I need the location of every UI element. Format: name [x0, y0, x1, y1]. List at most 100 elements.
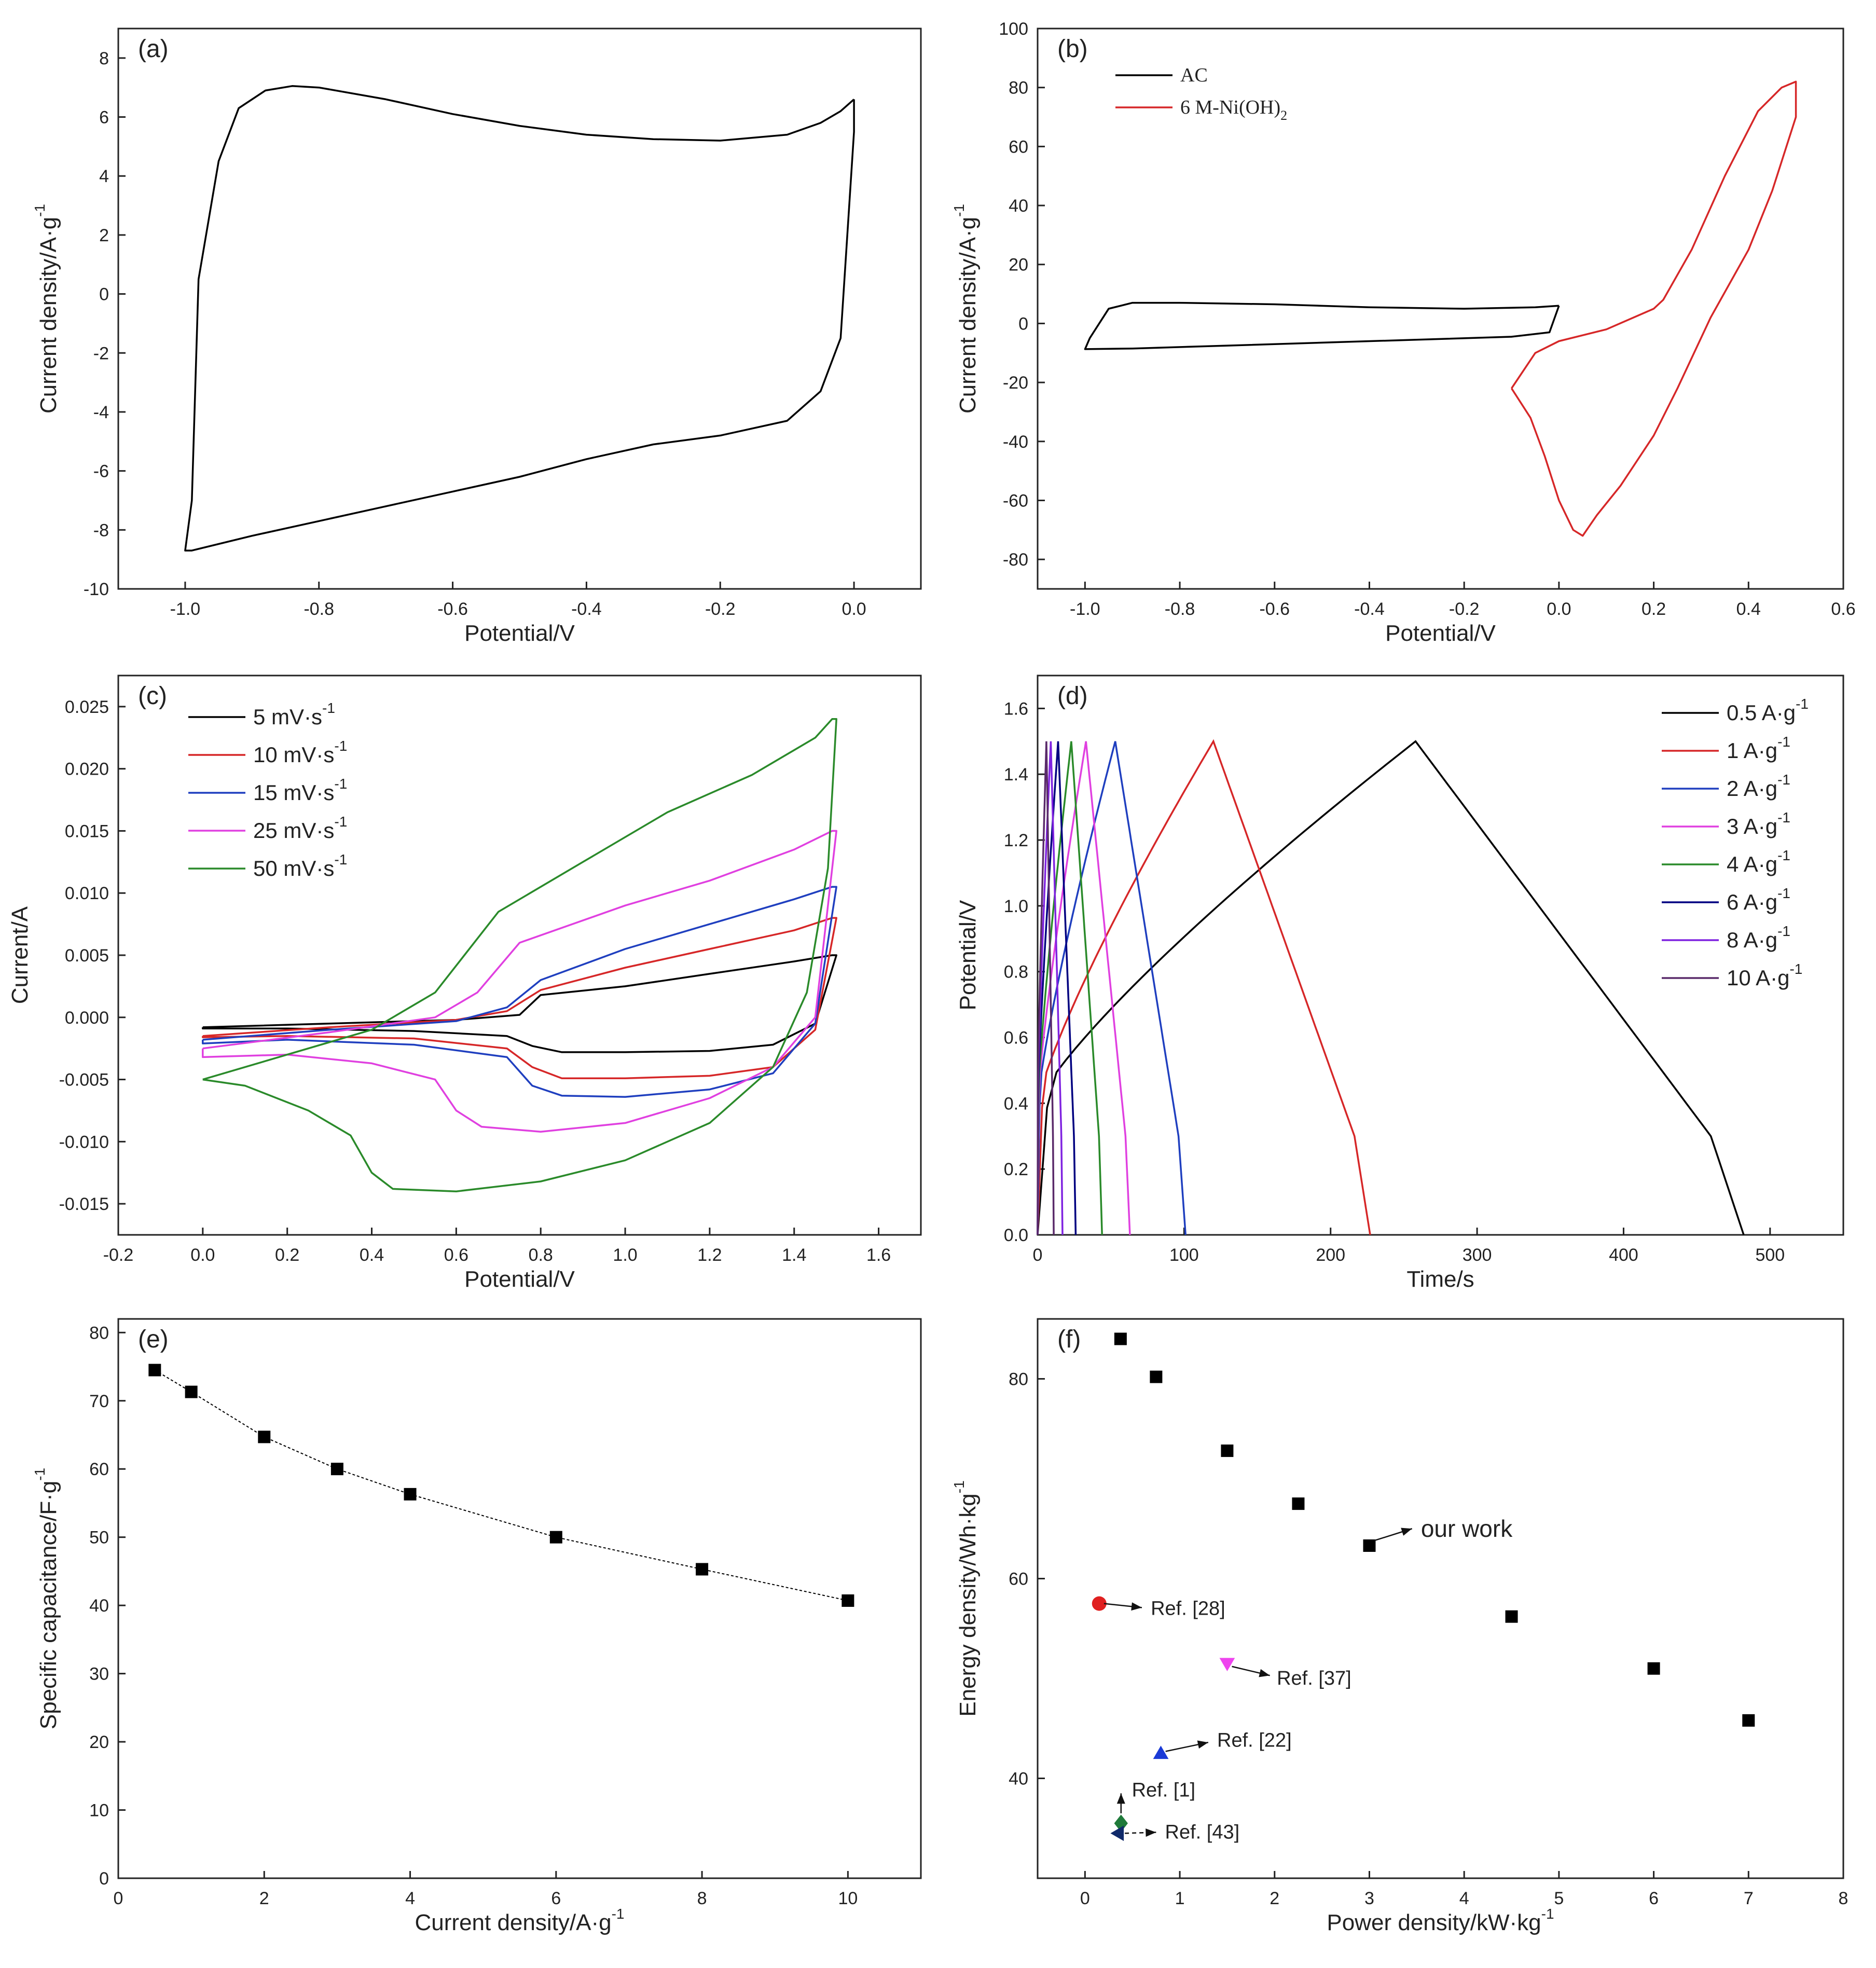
- y-tick-label-d: 0.6: [1004, 1028, 1028, 1048]
- x-tick-label-e: 2: [259, 1889, 269, 1908]
- y-tick-label-c: 0.015: [65, 821, 109, 841]
- plot-frame-e: [117, 1318, 922, 1879]
- y-tick-label-b: -20: [1003, 373, 1028, 393]
- y-tick-label-a: -4: [93, 403, 109, 422]
- y-axis-label-d: Potential/V: [955, 900, 981, 1010]
- y-tick-label-a: -8: [93, 520, 109, 540]
- y-tick-label-d: 1.2: [1004, 831, 1028, 850]
- x-tick-label-a: -0.6: [437, 599, 468, 619]
- panel-a: -1.0 -0.8 -0.6 -0.4 -0.2 0.0 -10 -8 -6 -4 -2 0 2 4 6 8 P…: [32, 27, 922, 646]
- annotation-arrow-f-head: [1146, 1828, 1156, 1837]
- x-tick-label-e: 10: [838, 1889, 858, 1908]
- x-tick-label-b: -0.2: [1449, 599, 1480, 619]
- x-tick-label-a: -1.0: [170, 599, 201, 619]
- panel-label-a: (a): [138, 35, 169, 63]
- y-axis-label-f: Energy density/Wh·kg-1: [951, 1480, 981, 1716]
- annotation-arrow-f-shaft: [1125, 1832, 1156, 1834]
- x-tick-label-b: -0.8: [1165, 599, 1195, 619]
- annotation-arrow-f-head: [1116, 1793, 1125, 1804]
- plot-frame-d: [1037, 675, 1844, 1236]
- y-tick-label-d: 1.6: [1004, 699, 1028, 719]
- data-point-e: [404, 1488, 417, 1501]
- data-point-f: [1150, 1370, 1163, 1383]
- x-tick-label-c: 0.4: [360, 1245, 384, 1265]
- annotation-label-f: Ref. [37]: [1277, 1668, 1351, 1689]
- y-tick-label-e: 20: [89, 1732, 109, 1752]
- x-axis-label-c: Potential/V: [464, 1267, 575, 1292]
- data-point-f: [1292, 1497, 1305, 1510]
- y-tick-label-f: 60: [1009, 1570, 1028, 1589]
- series-line-d: [1037, 741, 1064, 1235]
- y-tick-label-d: 0.2: [1004, 1160, 1028, 1179]
- legend-label-c: 25 mV·s-1: [253, 814, 347, 843]
- x-axis-label-a: Potential/V: [464, 621, 575, 646]
- y-tick-label-e: 40: [89, 1596, 109, 1616]
- series-line-b: [1511, 80, 1797, 537]
- series-line-d: [1037, 740, 1745, 1235]
- panel-c: -0.2 0.0 0.2 0.4 0.6 0.8 1.0 1.2 1.4 1.6 -0.015 -0.…: [7, 675, 922, 1292]
- y-tick-label-e: 30: [89, 1664, 109, 1684]
- series-line-d: [1037, 741, 1077, 1235]
- y-tick-label-c: 0.010: [65, 884, 109, 903]
- data-point-f: [1110, 1825, 1124, 1841]
- legend-label-d: 1 A·g-1: [1727, 734, 1790, 763]
- legend-label-c: 10 mV·s-1: [253, 738, 347, 767]
- legend-label-d: 0.5 A·g-1: [1727, 696, 1809, 725]
- y-tick-label-e: 50: [89, 1528, 109, 1548]
- y-tick-label-a: 0: [99, 285, 109, 305]
- data-point-e: [842, 1594, 854, 1607]
- series-line-e: [154, 1369, 848, 1601]
- series-line-d: [1037, 739, 1371, 1235]
- data-point-f: [1742, 1714, 1755, 1727]
- x-axis-label-f: Power density/kW·kg-1: [1327, 1906, 1554, 1935]
- legend-label-c: 50 mV·s-1: [253, 851, 347, 880]
- data-point-f: [1363, 1539, 1376, 1552]
- annotation-label-f: Ref. [22]: [1217, 1729, 1292, 1751]
- y-tick-label-b: 100: [999, 19, 1028, 39]
- plot-frame-a: [117, 27, 922, 590]
- legend-label-b: AC: [1180, 64, 1208, 86]
- annotation-arrow-f-head: [1197, 1740, 1208, 1749]
- legend-label-c: 5 mV·s-1: [253, 700, 335, 729]
- legend-label-d: 3 A·g-1: [1727, 809, 1790, 838]
- y-axis-label-e: Specific capacitance/F·g-1: [32, 1468, 61, 1729]
- x-tick-label-e: 6: [551, 1889, 561, 1908]
- series-line-b: [1084, 301, 1560, 350]
- y-tick-label-e: 70: [89, 1392, 109, 1411]
- x-axis-label-b: Potential/V: [1385, 621, 1496, 646]
- panel-label-e: (e): [138, 1326, 169, 1353]
- panel-label-d: (d): [1057, 682, 1088, 710]
- x-tick-label-b: -0.6: [1259, 599, 1290, 619]
- plot-frame-f: [1037, 1318, 1844, 1879]
- legend-label-d: 2 A·g-1: [1727, 772, 1790, 801]
- legend-label-d: 6 A·g-1: [1727, 885, 1790, 914]
- x-tick-label-b: 0.0: [1547, 599, 1571, 619]
- series-line-c: [202, 886, 837, 1098]
- annotation-arrow-f-head: [1131, 1602, 1142, 1611]
- series-line-d: [1037, 741, 1131, 1235]
- y-tick-label-c: -0.010: [59, 1132, 109, 1152]
- y-tick-label-c: 0.020: [65, 760, 109, 779]
- x-tick-label-c: -0.2: [103, 1245, 134, 1265]
- y-tick-label-b: 40: [1009, 196, 1028, 216]
- x-tick-label-b: 0.6: [1831, 599, 1855, 619]
- x-tick-label-d: 0: [1033, 1245, 1043, 1265]
- y-axis-label-b: Current density/A·g-1: [951, 204, 981, 414]
- y-tick-label-e: 0: [99, 1869, 109, 1889]
- x-tick-label-e: 8: [697, 1889, 707, 1908]
- data-point-e: [148, 1364, 161, 1377]
- annotation-arrow-f-head: [1259, 1669, 1270, 1677]
- y-tick-label-a: -6: [93, 462, 109, 481]
- series-line-d: [1037, 741, 1103, 1235]
- y-tick-label-d: 0.0: [1004, 1226, 1028, 1245]
- x-tick-label-f: 1: [1175, 1889, 1185, 1908]
- data-point-f: [1092, 1596, 1107, 1611]
- annotation-label-f: Ref. [28]: [1151, 1598, 1225, 1619]
- y-tick-label-a: 2: [99, 226, 109, 245]
- x-axis-label-d: Time/s: [1406, 1267, 1474, 1292]
- data-point-f: [1114, 1814, 1128, 1832]
- y-tick-label-a: -2: [93, 343, 109, 363]
- series-line-c: [202, 718, 837, 1192]
- data-point-f: [1153, 1745, 1169, 1759]
